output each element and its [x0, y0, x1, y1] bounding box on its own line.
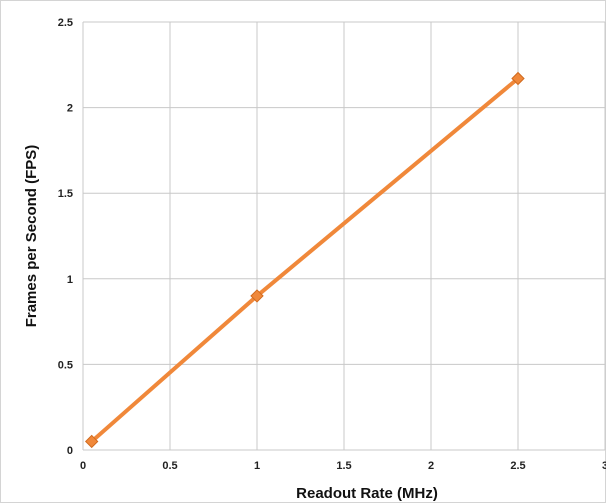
y-axis-title: Frames per Second (FPS) — [23, 145, 40, 328]
gridlines — [82, 21, 606, 451]
data-point-marker — [84, 434, 99, 449]
x-tick-label: 0 — [80, 460, 86, 472]
data-series — [84, 71, 525, 449]
y-tick-label: 2.5 — [58, 17, 73, 29]
x-tick-label: 2.5 — [510, 460, 525, 472]
data-point-marker — [250, 289, 264, 303]
x-tick-label: 1 — [254, 460, 260, 472]
y-tick-label: 2 — [67, 103, 73, 115]
x-axis-title: Readout Rate (MHz) — [296, 485, 438, 502]
data-point-marker — [511, 71, 525, 86]
x-tick-label: 1.5 — [336, 460, 351, 472]
y-tick-label: 1 — [67, 274, 73, 286]
y-tick-label: 0 — [67, 445, 73, 457]
series-line — [89, 76, 520, 444]
y-tick-label: 1.5 — [58, 188, 73, 200]
x-tick-label: 3 — [602, 460, 606, 472]
y-tick-label: 0.5 — [58, 359, 73, 371]
x-tick-label: 2 — [428, 460, 434, 472]
y-tick-labels: 0 0.5 1 1.5 2 2.5 — [58, 17, 73, 457]
x-tick-label: 0.5 — [162, 460, 177, 472]
x-tick-labels: 0 0.5 1 1.5 2 2.5 3 — [80, 460, 606, 472]
